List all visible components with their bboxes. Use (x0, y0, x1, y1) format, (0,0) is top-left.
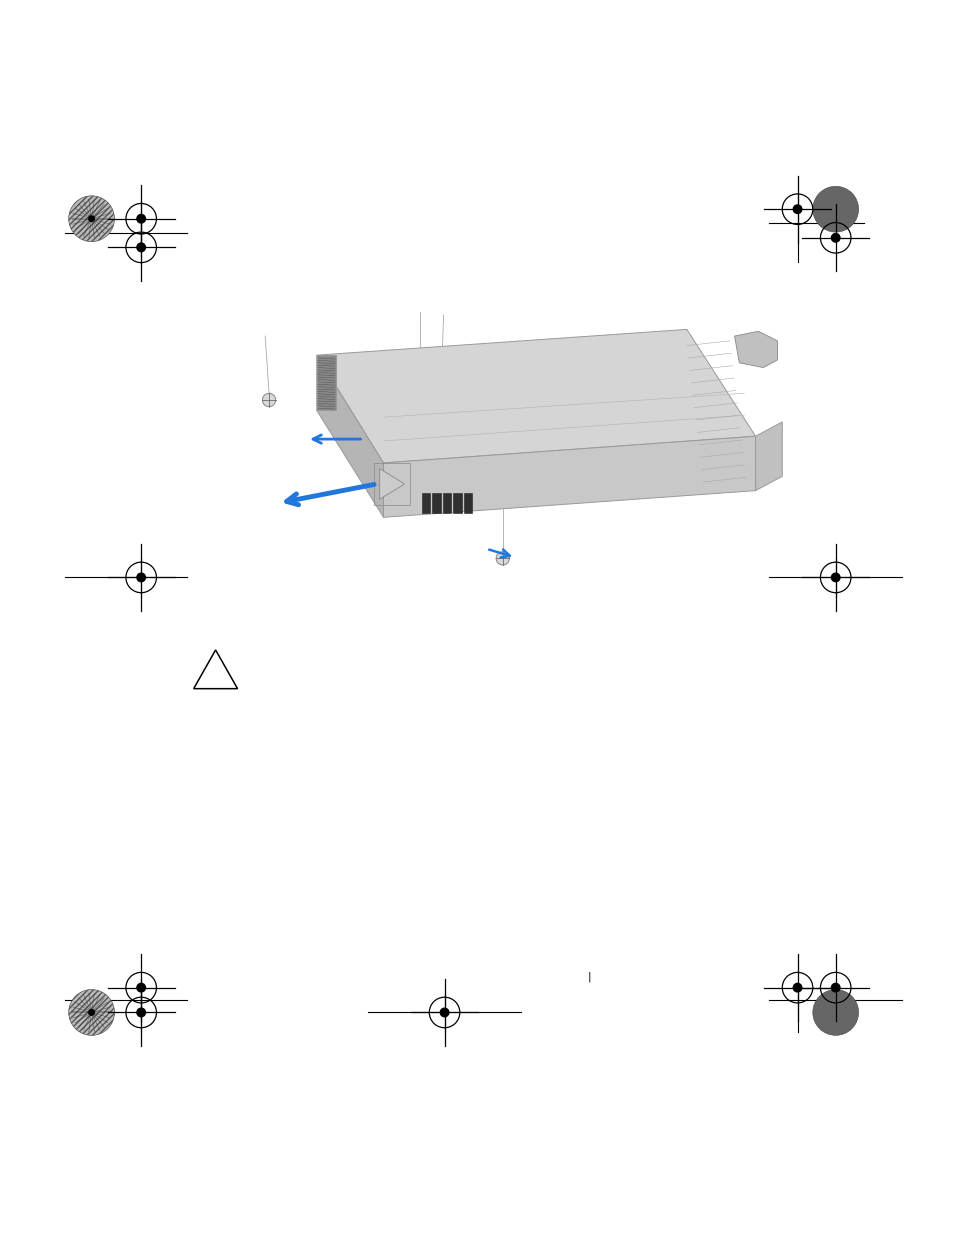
Polygon shape (421, 494, 430, 513)
Circle shape (89, 216, 94, 221)
Circle shape (89, 1010, 94, 1015)
Circle shape (831, 983, 839, 992)
Polygon shape (432, 494, 440, 513)
Polygon shape (316, 356, 335, 410)
Polygon shape (442, 494, 451, 513)
Circle shape (831, 233, 839, 242)
Circle shape (137, 243, 145, 252)
Polygon shape (316, 356, 383, 517)
Polygon shape (755, 422, 781, 490)
Polygon shape (316, 330, 755, 463)
Circle shape (793, 983, 801, 992)
Polygon shape (383, 436, 755, 517)
Polygon shape (734, 331, 777, 368)
Circle shape (831, 573, 839, 582)
Circle shape (137, 983, 145, 992)
Circle shape (793, 205, 801, 214)
Polygon shape (379, 468, 404, 499)
Text: |: | (587, 972, 591, 982)
Polygon shape (453, 494, 461, 513)
Circle shape (262, 393, 275, 406)
Circle shape (812, 186, 858, 232)
Circle shape (812, 989, 858, 1035)
Circle shape (69, 989, 114, 1035)
Circle shape (137, 573, 145, 582)
Circle shape (69, 196, 114, 242)
Circle shape (496, 552, 509, 566)
Circle shape (440, 1008, 448, 1016)
Circle shape (137, 215, 145, 224)
Circle shape (137, 1008, 145, 1016)
Polygon shape (463, 494, 472, 513)
